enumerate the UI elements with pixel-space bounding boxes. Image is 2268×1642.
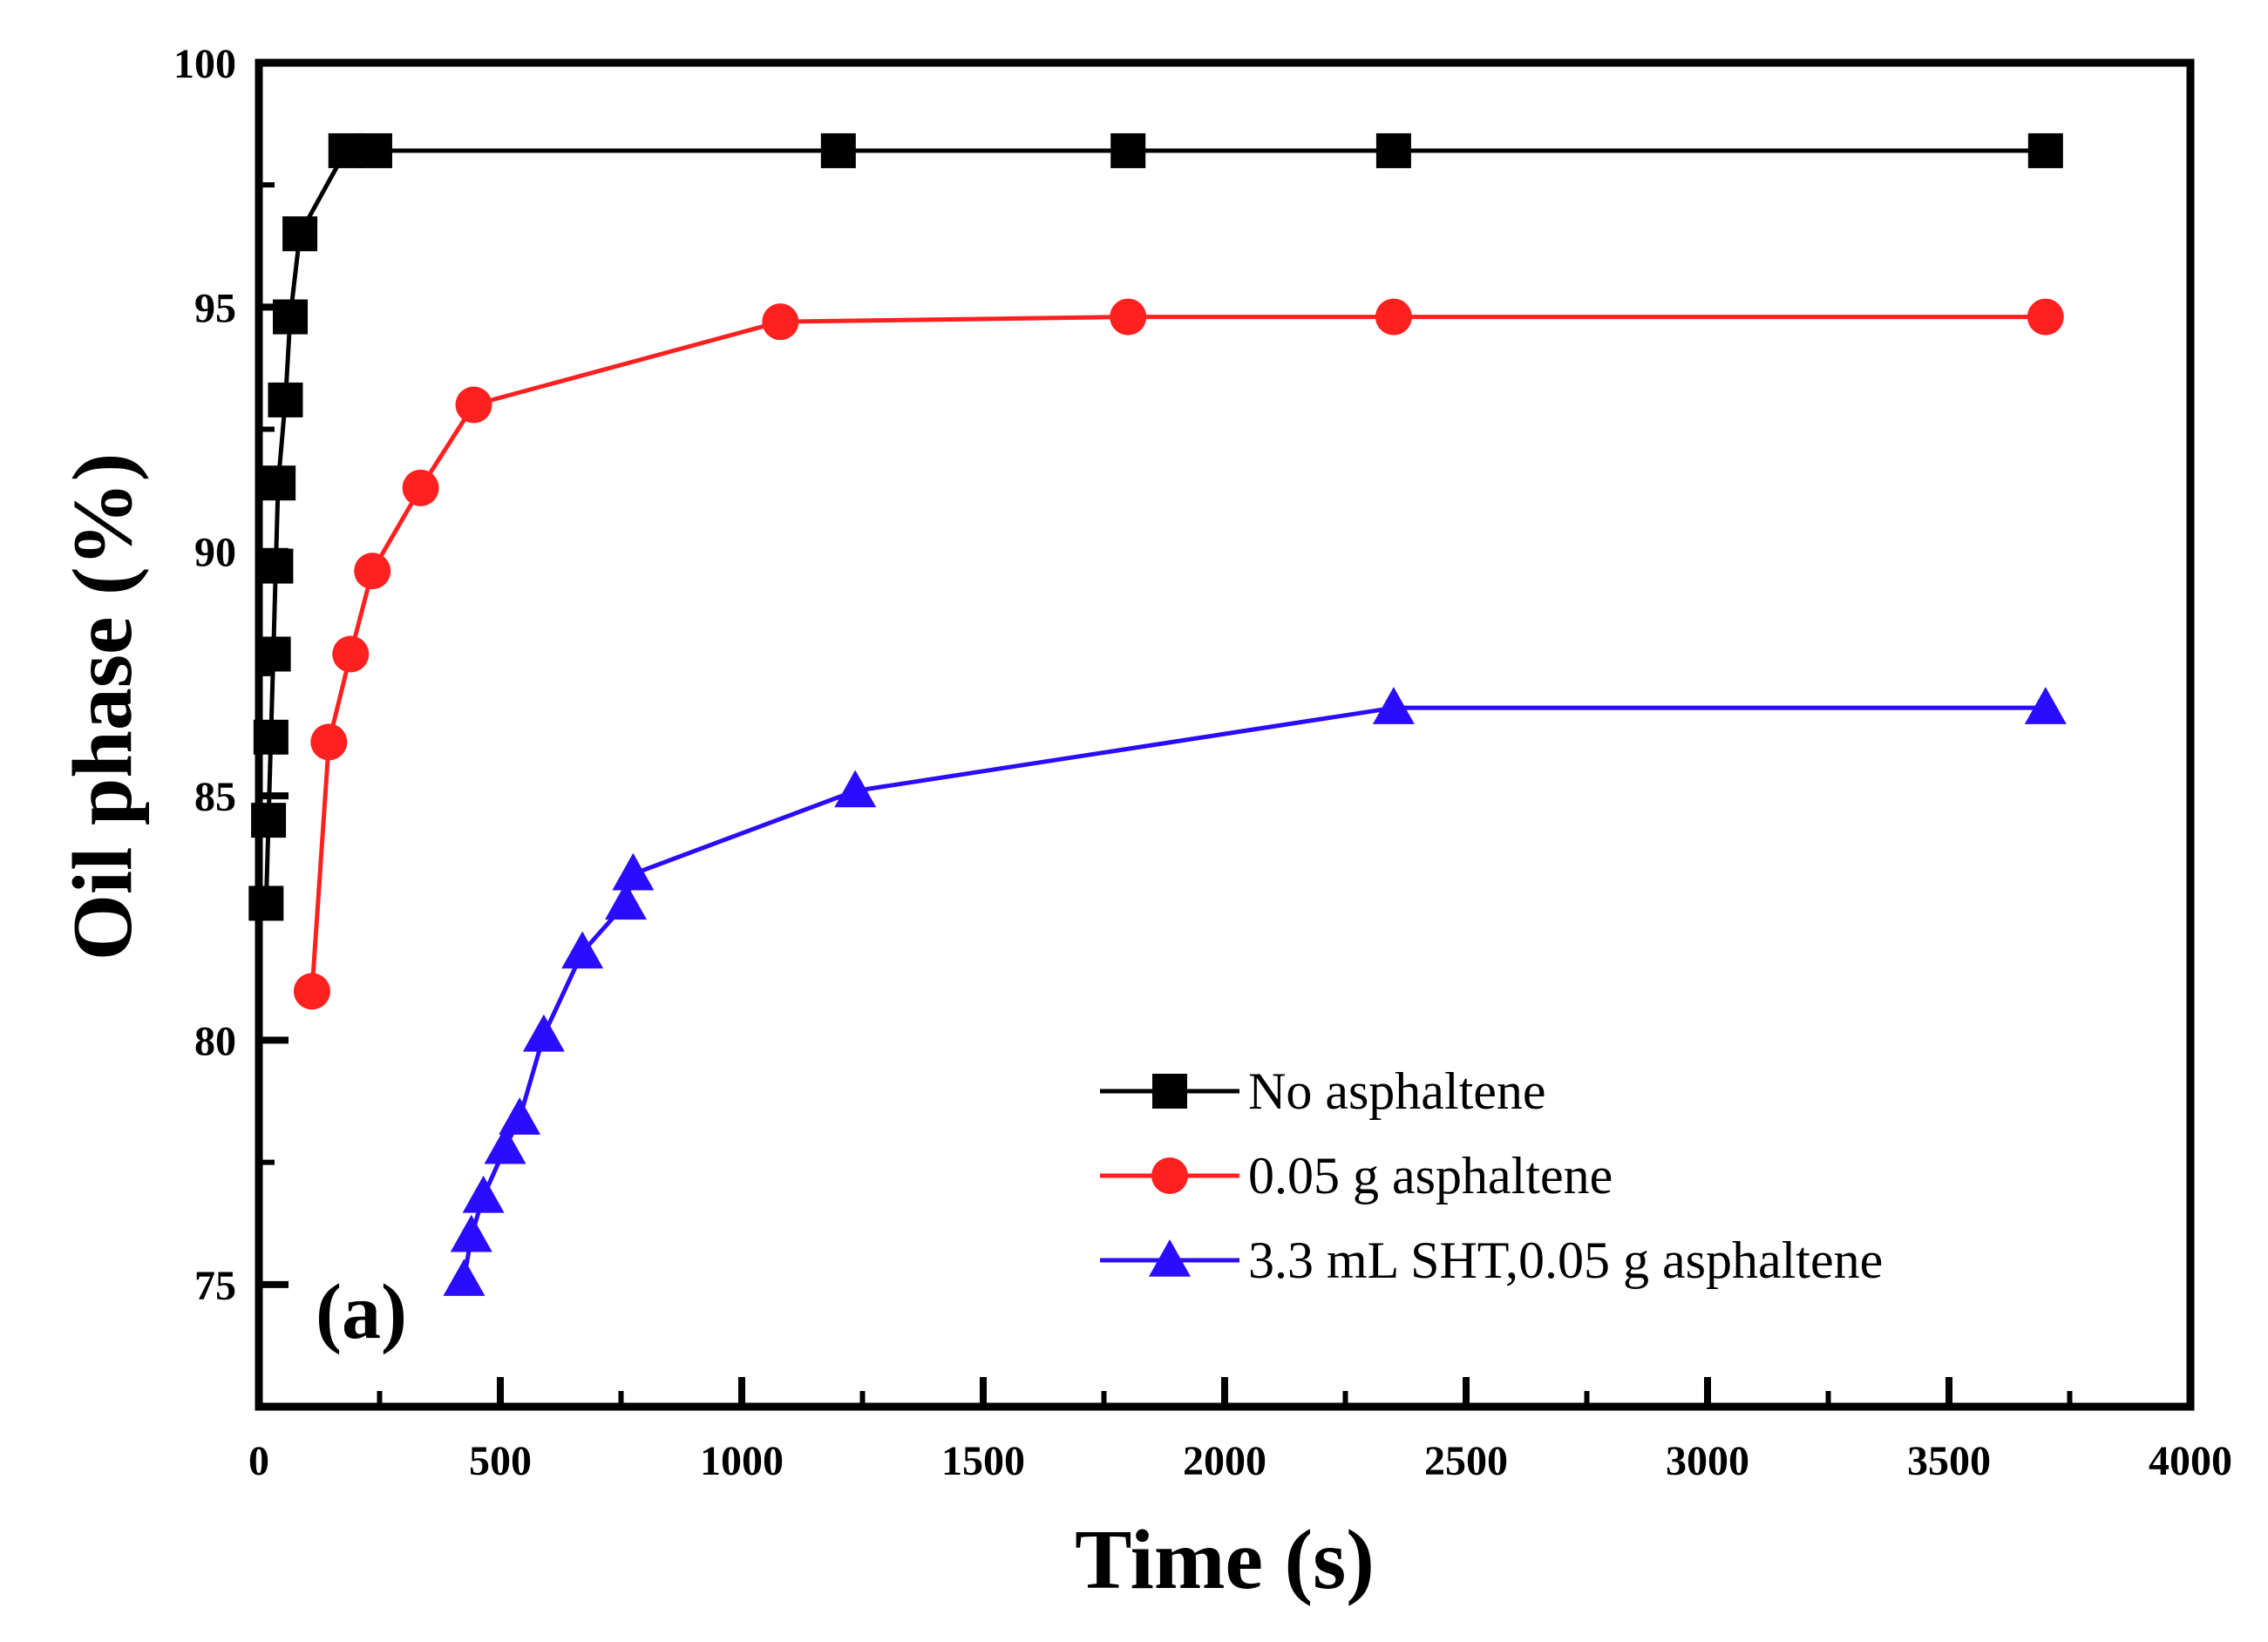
data-point-series-2 xyxy=(2027,298,2064,336)
data-point-series-1 xyxy=(1375,132,1411,168)
y-tick-label: 90 xyxy=(194,530,236,576)
x-tick-label: 500 xyxy=(469,1438,532,1484)
y-tick-label: 80 xyxy=(194,1018,236,1064)
data-point-series-2 xyxy=(455,386,492,424)
data-point-series-3 xyxy=(484,1126,526,1164)
y-tick-label: 95 xyxy=(194,285,236,331)
data-point-series-3 xyxy=(612,852,655,891)
y-tick-label: 100 xyxy=(173,41,236,87)
data-point-series-1 xyxy=(268,382,303,417)
x-tick-label: 3000 xyxy=(1666,1438,1749,1484)
legend-label-3: 3.3 mL SHT,0.05 g asphaltene xyxy=(1248,1232,1883,1289)
data-point-series-1 xyxy=(248,885,284,921)
series-line-1 xyxy=(263,148,2046,904)
legend-marker-3 xyxy=(1149,1239,1191,1277)
data-point-series-1 xyxy=(820,132,856,168)
series-lines xyxy=(263,148,2046,1280)
x-tick-label: 0 xyxy=(248,1438,269,1484)
data-point-series-2 xyxy=(402,469,439,506)
panel-label: (a) xyxy=(316,1269,407,1355)
data-point-series-3 xyxy=(462,1175,505,1213)
x-tick-label: 2000 xyxy=(1183,1438,1266,1484)
data-point-series-3 xyxy=(605,882,648,920)
x-tick-label: 2500 xyxy=(1424,1438,1508,1484)
legend: No asphaltene 0.05 g asphaltene 3.3 mL SHT… xyxy=(1100,1062,1883,1289)
series-markers xyxy=(248,132,2067,1296)
data-point-series-2 xyxy=(762,303,799,341)
data-point-series-3 xyxy=(443,1259,486,1296)
data-point-series-3 xyxy=(450,1214,492,1252)
data-point-series-1 xyxy=(282,216,318,252)
y-tick-label: 85 xyxy=(194,774,236,820)
data-point-series-3 xyxy=(561,931,604,969)
data-point-series-1 xyxy=(261,465,296,501)
data-point-series-1 xyxy=(1110,132,1146,168)
data-point-series-2 xyxy=(332,635,370,673)
data-point-series-2 xyxy=(1375,298,1412,336)
y-axis-title: Oil phase (%) xyxy=(56,453,150,961)
tick-labels: 0 500 1000 1500 2000 2500 3000 3500 4000 75 80 85 90… xyxy=(173,41,2232,1484)
x-axis-title: Time (s) xyxy=(1075,1513,1375,1607)
legend-label-2: 0.05 g asphaltene xyxy=(1248,1147,1613,1204)
legend-label-1: No asphaltene xyxy=(1248,1062,1546,1120)
x-tick-label: 1500 xyxy=(941,1438,1025,1484)
data-point-series-1 xyxy=(356,132,392,168)
data-point-series-1 xyxy=(2027,132,2063,168)
data-point-series-2 xyxy=(310,723,348,761)
x-tick-label: 4000 xyxy=(2149,1438,2232,1484)
series-line-2 xyxy=(309,315,2046,992)
data-point-series-3 xyxy=(522,1014,565,1052)
data-point-series-3 xyxy=(834,770,877,808)
y-tick-label: 75 xyxy=(194,1263,236,1309)
data-point-series-2 xyxy=(1110,298,1147,336)
data-point-series-2 xyxy=(293,973,330,1010)
legend-marker-1 xyxy=(1152,1074,1187,1109)
legend-marker-2 xyxy=(1151,1157,1188,1194)
x-tick-label: 3500 xyxy=(1907,1438,1991,1484)
data-point-series-3 xyxy=(499,1097,541,1135)
axis-ticks xyxy=(255,59,2194,1407)
x-tick-label: 1000 xyxy=(700,1438,784,1484)
data-point-series-2 xyxy=(354,553,391,590)
data-point-series-3 xyxy=(1372,687,1415,724)
data-point-series-3 xyxy=(2024,687,2067,724)
